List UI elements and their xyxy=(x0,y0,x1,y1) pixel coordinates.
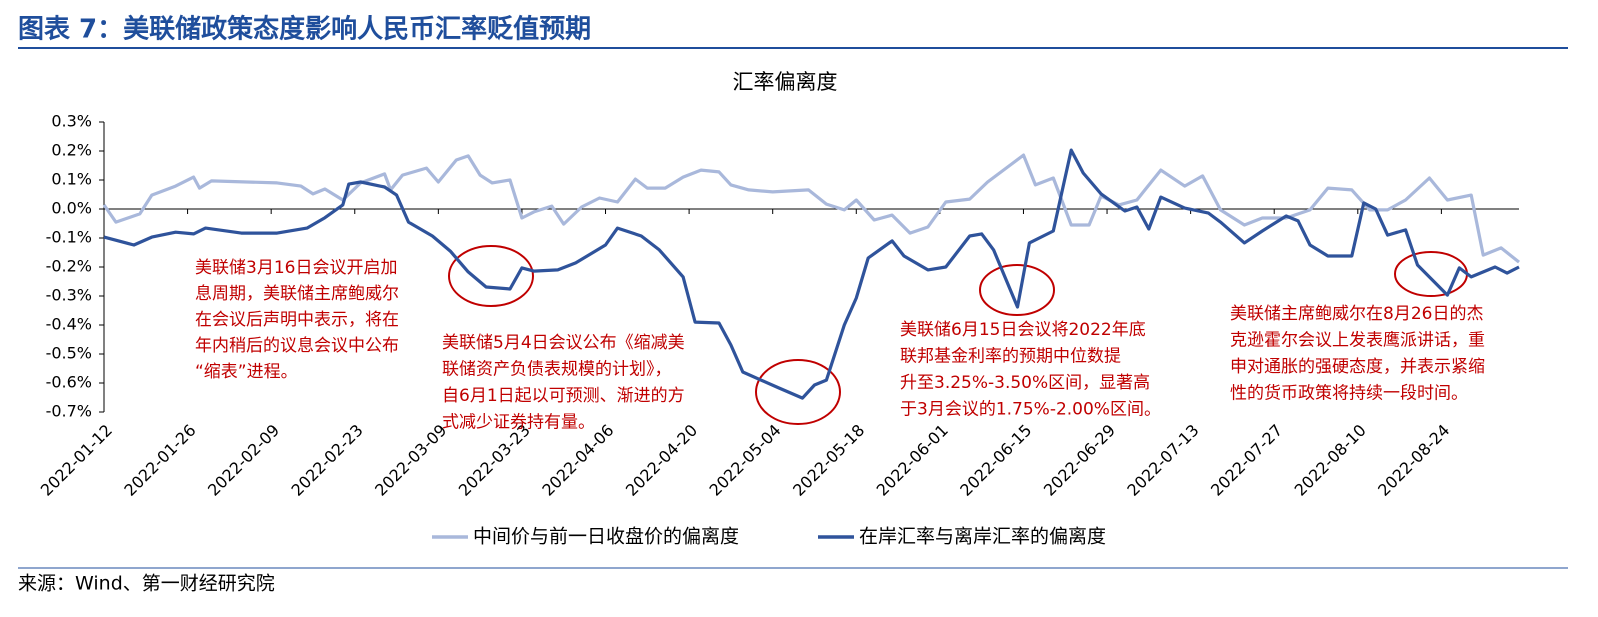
x-tick-label: 2022-08-10 xyxy=(1291,421,1370,500)
y-tick-label: 0.0% xyxy=(51,199,92,218)
annotation: 于3月会议的1.75%-2.00%区间。 xyxy=(900,400,1161,420)
y-tick-label: 0.2% xyxy=(51,141,92,160)
annotation: 美联储3月16日会议开启加 xyxy=(195,258,397,278)
y-tick-label: 0.3% xyxy=(51,112,92,131)
highlight-circle xyxy=(448,245,534,307)
x-tick-label: 2022-06-01 xyxy=(873,421,952,500)
annotation: 美联储5月4日会议公布《缩减美 xyxy=(442,333,685,353)
legend-label: 中间价与前一日收盘价的偏离度 xyxy=(473,526,739,548)
annotation: 美联储主席鲍威尔在8月26日的杰 xyxy=(1230,304,1483,324)
annotation: 年内稍后的议息会议中公布 xyxy=(195,336,399,356)
x-tick-label: 2022-02-09 xyxy=(204,421,283,500)
y-tick-label: -0.3% xyxy=(46,286,92,305)
x-tick-label: 2022-01-12 xyxy=(37,421,116,500)
annotation: 美联储6月15日会议将2022年底 xyxy=(900,320,1146,340)
annotation: “缩表”进程。 xyxy=(195,362,298,382)
x-tick-label: 2022-05-18 xyxy=(789,421,868,500)
annotation: 克逊霍尔会议上发表鹰派讲话，重 xyxy=(1230,331,1485,351)
annotation: 息周期，美联储主席鲍威尔 xyxy=(195,284,399,304)
x-tick-label: 2022-02-23 xyxy=(288,421,367,500)
annotation: 联储资产负债表规模的计划》， xyxy=(442,360,672,380)
x-tick-label: 2022-08-24 xyxy=(1374,421,1453,500)
legend-label: 在岸汇率与离岸汇率的偏离度 xyxy=(859,526,1106,548)
x-tick-label: 2022-03-09 xyxy=(371,421,450,500)
x-tick-label: 2022-06-29 xyxy=(1040,421,1119,500)
annotation: 升至3.25%-3.50%区间，显著高 xyxy=(900,373,1150,393)
x-tick-label: 2022-07-27 xyxy=(1207,421,1286,500)
annotation: 自6月1日起以可预测、渐进的方 xyxy=(442,386,685,406)
y-tick-label: -0.4% xyxy=(46,315,92,334)
annotation: 性的货币政策将持续一段时间。 xyxy=(1230,384,1468,404)
highlight-circle xyxy=(755,359,841,425)
y-tick-label: -0.6% xyxy=(46,373,92,392)
series-line xyxy=(103,148,1520,400)
highlight-circle xyxy=(979,264,1055,316)
x-tick-label: 2022-04-20 xyxy=(622,421,701,500)
y-tick-label: -0.5% xyxy=(46,344,92,363)
header-title: 图表 7：美联储政策态度影响人民币汇率贬值预期 xyxy=(18,14,591,45)
x-tick-label: 2022-07-13 xyxy=(1123,421,1202,500)
y-tick-label: -0.7% xyxy=(46,402,92,421)
y-tick-label: -0.2% xyxy=(46,257,92,276)
y-tick-label: -0.1% xyxy=(46,228,92,247)
annotation: 联邦基金利率的预期中位数提 xyxy=(900,347,1121,367)
annotation: 申对通胀的强硬态度，并表示紧缩 xyxy=(1230,357,1485,377)
annotation: 式减少证券持有量。 xyxy=(442,413,595,433)
x-tick-label: 2022-06-15 xyxy=(956,421,1035,500)
footer-source: 来源：Wind、第一财经研究院 xyxy=(18,573,275,595)
chart-title: 汇率偏离度 xyxy=(733,70,838,94)
annotation: 在会议后声明中表示，将在 xyxy=(195,310,399,330)
x-tick-label: 2022-05-04 xyxy=(706,421,785,500)
x-tick-label: 2022-01-26 xyxy=(120,421,199,500)
y-tick-label: 0.1% xyxy=(51,170,92,189)
